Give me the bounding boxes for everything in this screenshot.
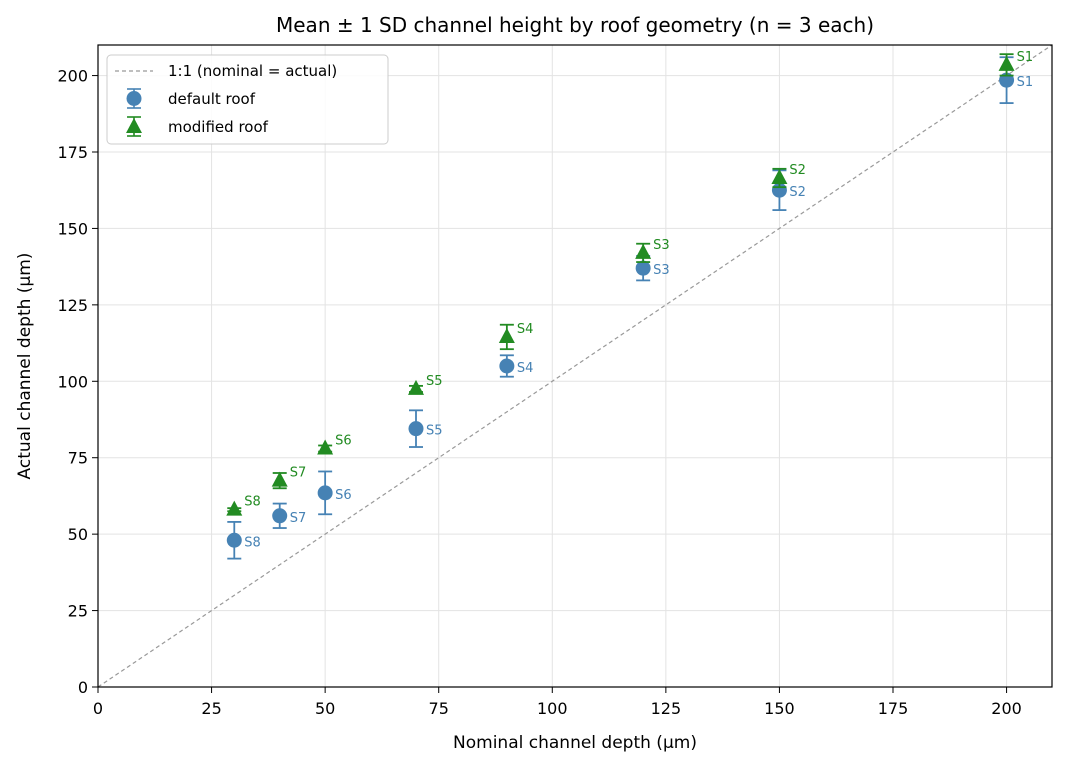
y-tick-label: 0 <box>78 678 88 697</box>
point-label: S3 <box>653 263 670 278</box>
x-tick-label: 0 <box>93 699 103 718</box>
y-tick-label: 175 <box>57 143 88 162</box>
tick-layer: 0 25 50 75 100 125 150 175 200 0 25 50 75 100 125 150 17… <box>57 67 1021 718</box>
legend: 1:1 (nominal = actual) default roof modi… <box>106 54 389 145</box>
y-tick-label: 25 <box>68 602 88 621</box>
point-label: S7 <box>290 511 307 526</box>
x-tick-label: 25 <box>201 699 221 718</box>
point-label: S6 <box>335 434 352 449</box>
data-point-circle <box>226 532 242 548</box>
x-tick-label: 75 <box>429 699 449 718</box>
data-point-circle <box>408 421 424 437</box>
point-label: S8 <box>244 495 261 510</box>
y-tick-label: 100 <box>57 372 88 391</box>
point-label: S2 <box>789 185 806 200</box>
data-point-triangle <box>635 243 652 259</box>
data-point-circle <box>317 485 333 501</box>
x-tick-label: 175 <box>878 699 909 718</box>
plot-frame <box>97 44 1053 688</box>
point-label: S8 <box>244 535 261 550</box>
data-point-circle <box>272 508 288 524</box>
x-axis-label: Nominal channel depth (µm) <box>453 733 697 753</box>
grid-layer <box>97 45 1052 688</box>
y-tick-label: 150 <box>57 219 88 238</box>
legend-default-roof-swatch <box>126 88 142 109</box>
legend-default-roof-label: default roof <box>168 90 256 108</box>
y-tick-label: 50 <box>68 525 88 544</box>
point-label: S1 <box>1017 75 1034 90</box>
data-point-triangle <box>498 327 515 343</box>
point-label: S3 <box>653 238 670 253</box>
chart-title: Mean ± 1 SD channel height by roof geome… <box>276 13 874 37</box>
data-point-triangle <box>998 55 1015 71</box>
data-point-triangle <box>317 439 334 455</box>
point-label: S7 <box>290 466 307 481</box>
data-point-triangle <box>408 379 424 395</box>
y-tick-label: 125 <box>57 296 88 315</box>
legend-modified-roof-swatch <box>126 116 142 137</box>
data-point-triangle <box>226 500 243 516</box>
y-axis-label: Actual channel depth (µm) <box>15 253 35 480</box>
point-label: S6 <box>335 488 352 503</box>
point-label: S5 <box>426 424 443 439</box>
x-tick-label: 200 <box>991 699 1022 718</box>
point-label: S4 <box>517 361 534 376</box>
y-tick-label: 200 <box>57 67 88 86</box>
legend-modified-roof-label: modified roof <box>168 118 269 136</box>
point-label: S2 <box>789 163 806 178</box>
x-tick-label: 50 <box>315 699 335 718</box>
data-point-circle <box>499 358 515 374</box>
x-tick-label: 125 <box>651 699 682 718</box>
x-tick-label: 150 <box>764 699 795 718</box>
point-label: S1 <box>1017 50 1034 65</box>
point-label: S5 <box>426 374 443 389</box>
point-label: S4 <box>517 322 534 337</box>
data-layer: S1 S2 S3 S4 S5 S6 S7 S8 S1 S2 S3 S4 S5 S6 S7 S8 <box>226 50 1034 560</box>
y-tick-label: 75 <box>68 449 88 468</box>
x-tick-label: 100 <box>537 699 568 718</box>
legend-box <box>106 54 389 145</box>
data-point-triangle <box>771 168 788 184</box>
reference-line <box>97 44 1053 688</box>
data-point-triangle <box>271 471 288 487</box>
legend-reference-line-label: 1:1 (nominal = actual) <box>168 62 337 80</box>
data-point-circle <box>635 260 651 276</box>
series-modified-roof: S1 S2 S3 S4 S5 S6 S7 S8 <box>226 50 1033 516</box>
reference-line-layer <box>97 44 1053 688</box>
